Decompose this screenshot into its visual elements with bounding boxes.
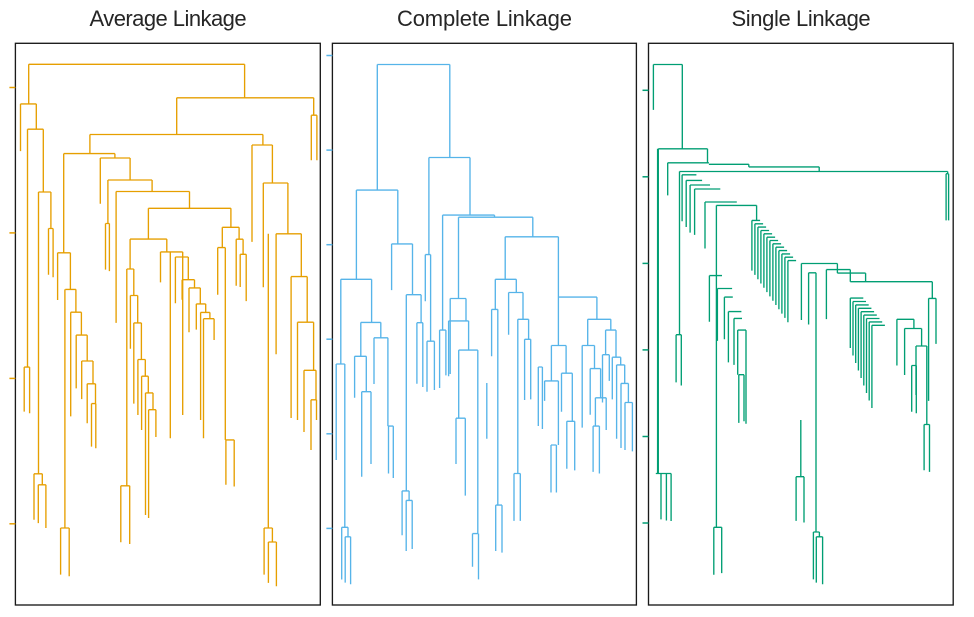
svg-text:Average Linkage: Average Linkage: [90, 6, 247, 31]
svg-text:Single Linkage: Single Linkage: [732, 6, 871, 31]
svg-text:Complete Linkage: Complete Linkage: [397, 6, 572, 31]
